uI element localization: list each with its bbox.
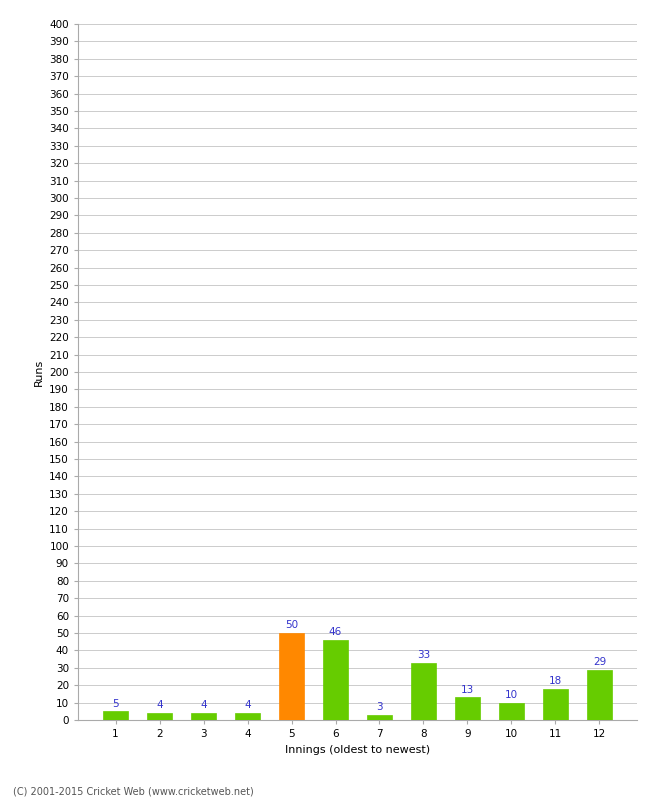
Bar: [191, 713, 216, 720]
Text: 4: 4: [156, 701, 162, 710]
Text: 10: 10: [505, 690, 518, 700]
Text: 50: 50: [285, 620, 298, 630]
Text: 13: 13: [461, 685, 474, 694]
Text: 46: 46: [329, 627, 342, 638]
Bar: [324, 640, 348, 720]
Bar: [543, 689, 567, 720]
Bar: [456, 698, 480, 720]
Text: 4: 4: [244, 701, 251, 710]
Text: 4: 4: [200, 701, 207, 710]
Bar: [367, 714, 391, 720]
Text: 29: 29: [593, 657, 606, 667]
Bar: [588, 670, 612, 720]
Text: 3: 3: [376, 702, 383, 712]
Bar: [280, 633, 304, 720]
Text: 5: 5: [112, 698, 119, 709]
Y-axis label: Runs: Runs: [34, 358, 44, 386]
Bar: [411, 662, 436, 720]
Bar: [235, 713, 259, 720]
Text: 33: 33: [417, 650, 430, 660]
Bar: [148, 713, 172, 720]
Text: (C) 2001-2015 Cricket Web (www.cricketweb.net): (C) 2001-2015 Cricket Web (www.cricketwe…: [13, 786, 254, 796]
X-axis label: Innings (oldest to newest): Innings (oldest to newest): [285, 745, 430, 754]
Bar: [103, 711, 127, 720]
Bar: [499, 702, 524, 720]
Text: 18: 18: [549, 676, 562, 686]
